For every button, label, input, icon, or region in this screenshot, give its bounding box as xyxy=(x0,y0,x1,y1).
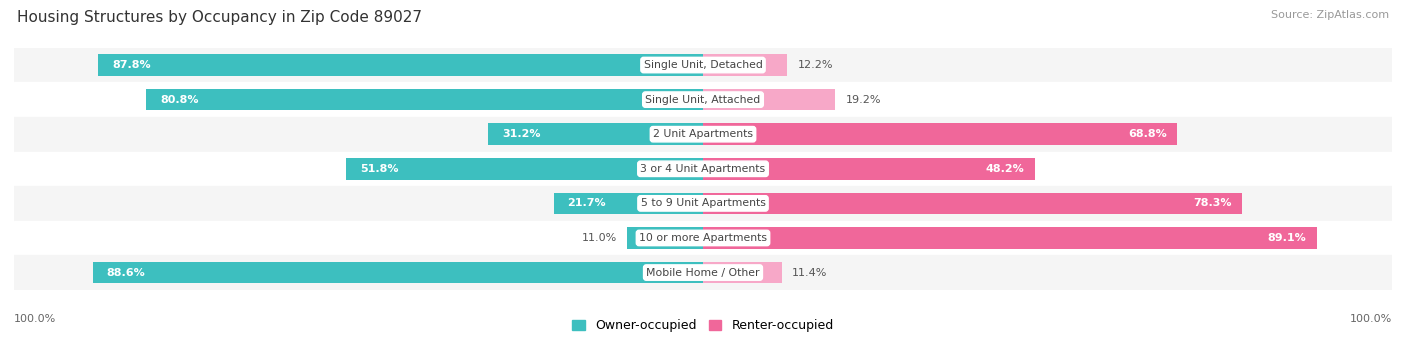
Bar xyxy=(554,193,703,214)
Bar xyxy=(146,89,703,110)
Text: 21.7%: 21.7% xyxy=(567,198,606,208)
Text: 10 or more Apartments: 10 or more Apartments xyxy=(638,233,768,243)
Bar xyxy=(93,262,703,283)
Text: 2 Unit Apartments: 2 Unit Apartments xyxy=(652,129,754,139)
Bar xyxy=(14,255,1392,290)
Text: 19.2%: 19.2% xyxy=(845,94,882,105)
Text: 11.0%: 11.0% xyxy=(582,233,617,243)
Bar xyxy=(703,123,1177,145)
Text: 78.3%: 78.3% xyxy=(1194,198,1232,208)
Bar xyxy=(703,262,782,283)
Text: 31.2%: 31.2% xyxy=(502,129,540,139)
Text: Source: ZipAtlas.com: Source: ZipAtlas.com xyxy=(1271,10,1389,20)
Text: 100.0%: 100.0% xyxy=(1350,314,1392,324)
Text: Housing Structures by Occupancy in Zip Code 89027: Housing Structures by Occupancy in Zip C… xyxy=(17,10,422,25)
Text: 48.2%: 48.2% xyxy=(986,164,1025,174)
Text: Mobile Home / Other: Mobile Home / Other xyxy=(647,268,759,278)
Bar xyxy=(14,48,1392,82)
Bar xyxy=(14,151,1392,186)
Bar xyxy=(14,117,1392,151)
Bar xyxy=(14,82,1392,117)
Bar xyxy=(488,123,703,145)
Bar xyxy=(703,158,1035,179)
Bar xyxy=(703,227,1317,249)
Bar xyxy=(703,89,835,110)
Text: 68.8%: 68.8% xyxy=(1128,129,1167,139)
Bar xyxy=(14,186,1392,221)
Bar xyxy=(703,54,787,76)
Text: 89.1%: 89.1% xyxy=(1268,233,1306,243)
Text: 12.2%: 12.2% xyxy=(797,60,832,70)
Legend: Owner-occupied, Renter-occupied: Owner-occupied, Renter-occupied xyxy=(568,314,838,337)
Bar xyxy=(14,221,1392,255)
Text: 11.4%: 11.4% xyxy=(792,268,827,278)
Text: 3 or 4 Unit Apartments: 3 or 4 Unit Apartments xyxy=(641,164,765,174)
Text: 100.0%: 100.0% xyxy=(14,314,56,324)
Text: 5 to 9 Unit Apartments: 5 to 9 Unit Apartments xyxy=(641,198,765,208)
Text: 80.8%: 80.8% xyxy=(160,94,198,105)
Text: 87.8%: 87.8% xyxy=(112,60,150,70)
Bar xyxy=(627,227,703,249)
Text: 51.8%: 51.8% xyxy=(360,164,398,174)
Text: Single Unit, Detached: Single Unit, Detached xyxy=(644,60,762,70)
Text: 88.6%: 88.6% xyxy=(107,268,145,278)
Text: Single Unit, Attached: Single Unit, Attached xyxy=(645,94,761,105)
Bar xyxy=(98,54,703,76)
Bar xyxy=(703,193,1243,214)
Bar xyxy=(346,158,703,179)
